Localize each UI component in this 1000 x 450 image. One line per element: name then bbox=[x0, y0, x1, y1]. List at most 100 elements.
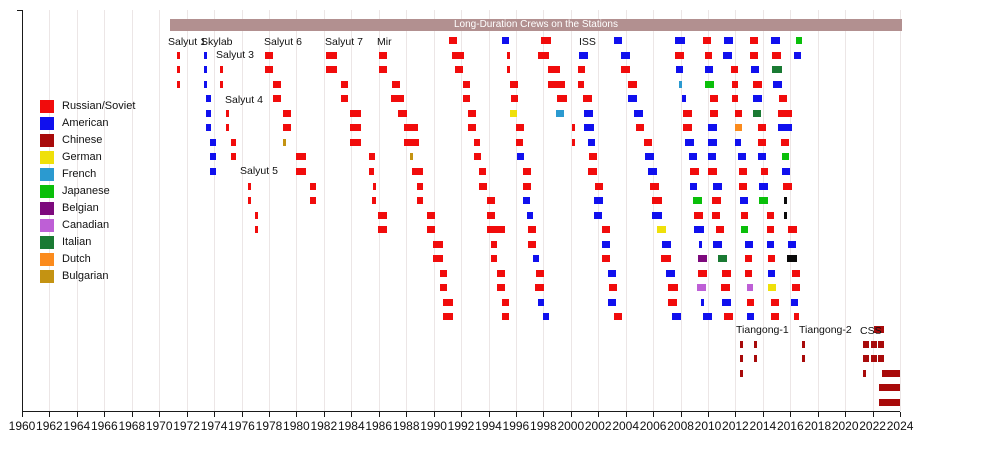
crew-bar bbox=[440, 284, 447, 292]
crew-bar bbox=[516, 124, 525, 132]
crew-bar bbox=[650, 182, 660, 190]
crew-bar bbox=[628, 80, 638, 88]
gridline bbox=[488, 10, 490, 411]
crew-bar bbox=[577, 80, 584, 88]
gridline bbox=[570, 10, 572, 411]
crew-bar bbox=[265, 66, 273, 74]
crew-bar bbox=[731, 66, 738, 74]
gridline bbox=[817, 10, 819, 411]
legend-item: Belgian bbox=[40, 202, 160, 216]
crew-bar bbox=[621, 51, 631, 59]
gridline bbox=[76, 10, 78, 411]
station-label-salyut-1: Salyut 1 bbox=[168, 36, 206, 48]
gridline bbox=[406, 10, 408, 411]
crew-bar bbox=[705, 51, 712, 59]
crew-bar bbox=[705, 66, 713, 74]
chart-title-bar: Long-Duration Crews on the Stations bbox=[170, 19, 902, 31]
crew-bar bbox=[683, 124, 693, 132]
gridline bbox=[159, 10, 161, 411]
legend-swatch-bulgarian bbox=[40, 270, 54, 283]
crew-bar bbox=[747, 313, 754, 321]
crew-bar bbox=[373, 182, 376, 190]
crew-bar bbox=[740, 369, 743, 377]
crew-bar bbox=[584, 109, 594, 117]
year-label: 1966 bbox=[90, 419, 118, 433]
crew-bar bbox=[754, 340, 757, 348]
year-label: 2018 bbox=[804, 419, 832, 433]
year-label: 2016 bbox=[776, 419, 804, 433]
crew-bar bbox=[452, 51, 464, 59]
crew-bar bbox=[772, 80, 782, 88]
axis-tick bbox=[708, 412, 709, 417]
legend-swatch-dutch bbox=[40, 253, 54, 266]
crew-bar bbox=[548, 66, 560, 74]
year-label: 1992 bbox=[447, 419, 475, 433]
crew-bar bbox=[767, 211, 774, 219]
crew-bar bbox=[350, 109, 361, 117]
crew-bar bbox=[795, 37, 802, 44]
gridline bbox=[515, 10, 517, 411]
crew-bar bbox=[204, 51, 208, 59]
crew-bar bbox=[412, 168, 424, 175]
crew-bar bbox=[652, 211, 662, 219]
axis-tick bbox=[543, 412, 545, 417]
crew-bar bbox=[572, 124, 575, 132]
axis-tick bbox=[104, 412, 106, 417]
crew-bar bbox=[724, 313, 734, 321]
crew-bar bbox=[538, 51, 549, 59]
legend-swatch-french bbox=[40, 168, 54, 181]
crew-bar bbox=[662, 240, 672, 248]
year-label: 1994 bbox=[475, 419, 502, 433]
crew-bar bbox=[310, 182, 316, 190]
crew-bar bbox=[718, 255, 728, 263]
crew-bar bbox=[767, 240, 774, 248]
crew-bar bbox=[608, 284, 617, 292]
crew-bar bbox=[740, 211, 748, 219]
crew-bar bbox=[767, 226, 774, 234]
crew-bar bbox=[870, 340, 877, 348]
crew-bar bbox=[708, 168, 718, 175]
crew-bar bbox=[523, 168, 532, 175]
axis-tick bbox=[269, 412, 270, 417]
axis-tick bbox=[22, 412, 23, 417]
axis-tick bbox=[653, 412, 655, 417]
crew-bar bbox=[710, 95, 719, 103]
crew-bar bbox=[283, 109, 291, 117]
legend-item: Japanese bbox=[40, 185, 160, 199]
crew-bar bbox=[703, 37, 712, 44]
crew-bar bbox=[778, 109, 792, 117]
gridline bbox=[598, 10, 600, 411]
crew-bar bbox=[778, 95, 787, 103]
crew-bar bbox=[527, 211, 533, 219]
crew-bar bbox=[676, 66, 683, 74]
crew-bar bbox=[273, 95, 282, 103]
crew-bar bbox=[716, 226, 724, 234]
crew-bar bbox=[793, 313, 799, 321]
crew-bar bbox=[226, 109, 229, 117]
axis-tick bbox=[900, 412, 902, 417]
crew-bar bbox=[672, 313, 682, 321]
axis-tick bbox=[515, 412, 517, 417]
crew-bar bbox=[533, 255, 540, 263]
crew-bar bbox=[698, 255, 708, 263]
station-label-salyut-4: Salyut 4 bbox=[225, 94, 263, 106]
crew-bar bbox=[350, 124, 361, 132]
crew-bar bbox=[528, 226, 536, 234]
crew-bar bbox=[793, 51, 801, 59]
crew-bar bbox=[735, 109, 742, 117]
crew-bar bbox=[757, 153, 766, 161]
crew-bar bbox=[427, 226, 435, 234]
crew-bar bbox=[738, 153, 746, 161]
crew-bar bbox=[341, 95, 348, 103]
year-label: 1982 bbox=[310, 419, 338, 433]
legend-label: Japanese bbox=[62, 185, 110, 197]
gridline bbox=[433, 10, 435, 411]
legend-item: French bbox=[40, 168, 160, 182]
crew-bar bbox=[771, 66, 782, 74]
axis-tick bbox=[735, 412, 737, 417]
legend-item: Russian/Soviet bbox=[40, 100, 160, 114]
crew-bar bbox=[782, 182, 792, 190]
crew-bar bbox=[510, 109, 517, 117]
axis-tick bbox=[817, 412, 819, 417]
crew-bar bbox=[699, 240, 703, 248]
